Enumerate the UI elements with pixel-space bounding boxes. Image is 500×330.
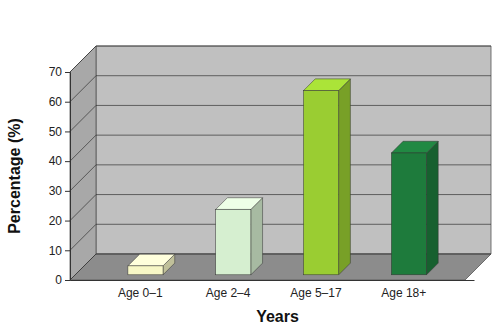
y-tick-mark bbox=[65, 221, 70, 222]
y-tick-label: 10 bbox=[49, 244, 63, 258]
y-tick: 70 bbox=[49, 65, 70, 79]
bar bbox=[304, 79, 351, 275]
y-axis-line bbox=[65, 73, 71, 281]
y-tick-label: 20 bbox=[49, 214, 63, 228]
x-tick-label: Age 5–17 bbox=[290, 286, 342, 300]
bar-front bbox=[128, 266, 163, 275]
y-axis-title: Percentage (%) bbox=[6, 118, 23, 234]
y-tick: 60 bbox=[49, 95, 70, 109]
x-axis: Age 0–1 Age 2–4 Age 5–17 Age 18+ bbox=[71, 280, 475, 300]
bar bbox=[391, 141, 438, 275]
grid-line bbox=[70, 105, 491, 131]
bar-side bbox=[427, 141, 439, 275]
bar-top bbox=[216, 198, 263, 210]
y-tick-label: 30 bbox=[49, 184, 63, 198]
grid-line bbox=[70, 76, 491, 102]
plot-background bbox=[70, 46, 491, 280]
y-tick-label: 70 bbox=[49, 65, 63, 79]
chart: 010203040506070Age 0–1Age 2–4Age 5–17Age… bbox=[0, 0, 500, 330]
x-tick: Age 2–4 bbox=[206, 280, 251, 300]
y-axis: 0 10 20 30 40 50 60 70 bbox=[49, 65, 71, 287]
y-tick-mark bbox=[65, 191, 70, 192]
y-tick: 0 bbox=[55, 273, 70, 287]
x-axis-title: Years bbox=[256, 308, 299, 325]
y-tick-label: 50 bbox=[49, 125, 63, 139]
bar-top bbox=[391, 141, 438, 153]
x-tick-label: Age 0–1 bbox=[118, 286, 163, 300]
x-tick: Age 18+ bbox=[381, 280, 426, 300]
x-tick: Age 0–1 bbox=[118, 280, 163, 300]
x-tick: Age 5–17 bbox=[290, 280, 342, 300]
y-tick-mark bbox=[65, 102, 70, 103]
y-tick-mark bbox=[65, 161, 70, 162]
bar-front bbox=[391, 153, 426, 275]
bar-front bbox=[216, 209, 251, 274]
y-tick-mark bbox=[65, 250, 70, 251]
bar-top bbox=[128, 254, 175, 266]
bar-front bbox=[304, 91, 339, 275]
bar-side bbox=[251, 198, 263, 275]
y-tick: 40 bbox=[49, 154, 70, 168]
bar-side bbox=[339, 79, 351, 275]
y-tick-mark bbox=[65, 280, 70, 281]
y-tick-mark bbox=[65, 72, 70, 73]
y-tick: 30 bbox=[49, 184, 70, 198]
y-tick: 20 bbox=[49, 214, 70, 228]
bar-top bbox=[304, 79, 351, 91]
bar bbox=[216, 198, 263, 275]
y-tick-mark bbox=[65, 131, 70, 132]
side-wall bbox=[70, 46, 96, 280]
y-tick: 10 bbox=[49, 244, 70, 258]
x-tick-label: Age 2–4 bbox=[206, 286, 251, 300]
x-axis-line bbox=[71, 280, 475, 281]
x-tick-label: Age 18+ bbox=[381, 286, 426, 300]
grid-line bbox=[70, 46, 491, 72]
y-tick-label: 40 bbox=[49, 154, 63, 168]
bars bbox=[128, 79, 438, 275]
y-tick-label: 0 bbox=[55, 273, 62, 287]
y-tick: 50 bbox=[49, 125, 70, 139]
bar bbox=[128, 254, 175, 275]
y-tick-label: 60 bbox=[49, 95, 63, 109]
grid bbox=[70, 46, 491, 280]
